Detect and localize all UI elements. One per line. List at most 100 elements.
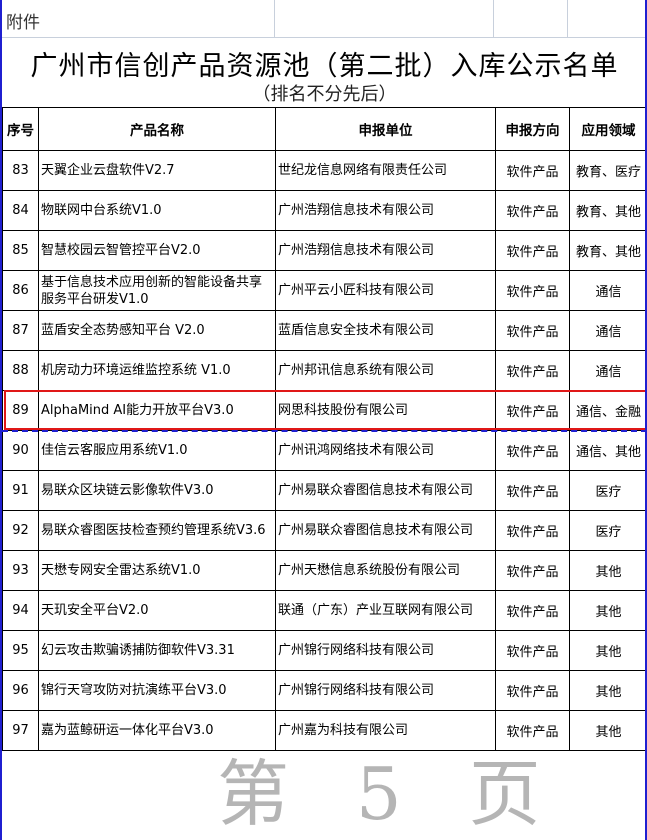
cell-company[interactable]: 广州易联众睿图信息技术有限公司 (276, 471, 496, 511)
cell-index[interactable]: 85 (3, 231, 39, 271)
cell-direction[interactable]: 软件产品 (496, 551, 570, 591)
cell-direction[interactable]: 软件产品 (496, 471, 570, 511)
cell-company[interactable]: 广州浩翔信息技术有限公司 (276, 191, 496, 231)
cell-index[interactable]: 90 (3, 431, 39, 471)
cell-index[interactable]: 84 (3, 191, 39, 231)
cell-direction[interactable]: 软件产品 (496, 351, 570, 391)
cell-product-name[interactable]: 幻云攻击欺骗诱捕防御软件V3.31 (39, 631, 276, 671)
cell-company[interactable]: 广州邦讯信息系统有限公司 (276, 351, 496, 391)
cell-index[interactable]: 97 (3, 711, 39, 751)
header-product-name: 产品名称 (39, 108, 276, 151)
cell-company[interactable]: 广州易联众睿图信息技术有限公司 (276, 511, 496, 551)
cell-company[interactable]: 联通（广东）产业互联网有限公司 (276, 591, 496, 631)
cell-field[interactable]: 通信 (570, 311, 647, 351)
cell-company[interactable]: 世纪龙信息网络有限责任公司 (276, 151, 496, 191)
cell-index[interactable]: 87 (3, 311, 39, 351)
attachment-label: 附件 (6, 8, 40, 33)
cell-product-name[interactable]: 天玑安全平台V2.0 (39, 591, 276, 631)
cell-field[interactable]: 教育、其他 (570, 231, 647, 271)
cell-index[interactable]: 89 (3, 391, 39, 431)
gridline (567, 0, 568, 37)
cell-direction[interactable]: 软件产品 (496, 711, 570, 751)
cell-field[interactable]: 通信、其他 (570, 431, 647, 471)
cell-direction[interactable]: 软件产品 (496, 311, 570, 351)
cell-product-name[interactable]: 蓝盾安全态势感知平台 V2.0 (39, 311, 276, 351)
gridline (493, 0, 494, 37)
cell-direction[interactable]: 软件产品 (496, 591, 570, 631)
cell-product-name[interactable]: 机房动力环境运维监控系统 V1.0 (39, 351, 276, 391)
cell-direction[interactable]: 软件产品 (496, 391, 570, 431)
cell-company[interactable]: 广州平云小匠科技有限公司 (276, 271, 496, 311)
cell-product-name[interactable]: 佳信云客服应用系统V1.0 (39, 431, 276, 471)
cell-field[interactable]: 其他 (570, 631, 647, 671)
cell-field[interactable]: 教育、其他 (570, 191, 647, 231)
cell-company[interactable]: 广州锦行网络科技有限公司 (276, 671, 496, 711)
cell-index[interactable]: 94 (3, 591, 39, 631)
cell-direction[interactable]: 软件产品 (496, 231, 570, 271)
table-header: 序号产品名称申报单位申报方向应用领域 (3, 108, 647, 151)
cell-field[interactable]: 医疗 (570, 511, 647, 551)
cell-field[interactable]: 其他 (570, 551, 647, 591)
page-title: 广州市信创产品资源池（第二批）入库公示名单 (2, 44, 647, 83)
cell-product-name[interactable]: 嘉为蓝鲸研运一体化平台V3.0 (39, 711, 276, 751)
cell-product-name[interactable]: 易联众区块链云影像软件V3.0 (39, 471, 276, 511)
cell-field[interactable]: 其他 (570, 591, 647, 631)
cell-company[interactable]: 蓝盾信息安全技术有限公司 (276, 311, 496, 351)
cell-product-name[interactable]: 物联网中台系统V1.0 (39, 191, 276, 231)
cell-field[interactable]: 其他 (570, 711, 647, 751)
cell-field[interactable]: 教育、医疗 (570, 151, 647, 191)
cell-direction[interactable]: 软件产品 (496, 431, 570, 471)
selection-dashed-line (2, 430, 647, 432)
cell-company[interactable]: 广州天懋信息系统股份有限公司 (276, 551, 496, 591)
cell-field[interactable]: 医疗 (570, 471, 647, 511)
cell-field[interactable]: 其他 (570, 671, 647, 711)
cell-direction[interactable]: 软件产品 (496, 511, 570, 551)
cell-company[interactable]: 网思科技股份有限公司 (276, 391, 496, 431)
cell-product-name[interactable]: 天懋专网安全雷达系统V1.0 (39, 551, 276, 591)
cell-direction[interactable]: 软件产品 (496, 191, 570, 231)
cell-company[interactable]: 广州讯鸿网络技术有限公司 (276, 431, 496, 471)
cell-index[interactable]: 93 (3, 551, 39, 591)
cell-direction[interactable]: 软件产品 (496, 671, 570, 711)
cell-product-name[interactable]: AlphaMind AI能力开放平台V3.0 (39, 391, 276, 431)
cell-company[interactable]: 广州嘉为科技有限公司 (276, 711, 496, 751)
cell-company[interactable]: 广州浩翔信息技术有限公司 (276, 231, 496, 271)
cell-direction[interactable]: 软件产品 (496, 271, 570, 311)
cell-product-name[interactable]: 天翼企业云盘软件V2.7 (39, 151, 276, 191)
cell-index[interactable]: 91 (3, 471, 39, 511)
cell-product-name[interactable]: 易联众睿图医技检查预约管理系统V3.6 (39, 511, 276, 551)
cell-product-name[interactable]: 锦行天穹攻防对抗演练平台V3.0 (39, 671, 276, 711)
cell-direction[interactable]: 软件产品 (496, 631, 570, 671)
page-subtitle: （排名不分先后） (2, 80, 647, 106)
cell-index[interactable]: 88 (3, 351, 39, 391)
cell-field[interactable]: 通信、金融 (570, 391, 647, 431)
cell-company[interactable]: 广州锦行网络科技有限公司 (276, 631, 496, 671)
cell-product-name[interactable]: 智慧校园云智管控平台V2.0 (39, 231, 276, 271)
cell-direction[interactable]: 软件产品 (496, 151, 570, 191)
cell-index[interactable]: 96 (3, 671, 39, 711)
cell-field[interactable]: 通信 (570, 351, 647, 391)
cell-product-name[interactable]: 基于信息技术应用创新的智能设备共享服务平台研发V1.0 (39, 271, 276, 311)
cell-field[interactable]: 通信 (570, 271, 647, 311)
cell-index[interactable]: 86 (3, 271, 39, 311)
cell-index[interactable]: 92 (3, 511, 39, 551)
header-company: 申报单位 (276, 108, 496, 151)
cell-index[interactable]: 95 (3, 631, 39, 671)
cell-index[interactable]: 83 (3, 151, 39, 191)
